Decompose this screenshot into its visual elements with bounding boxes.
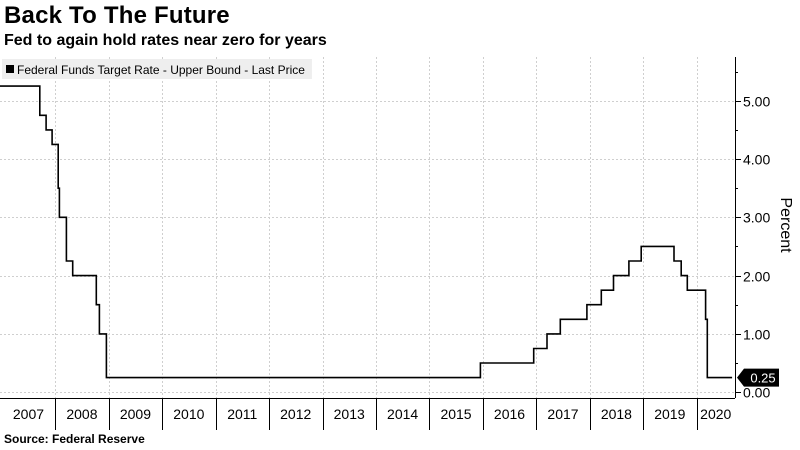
legend-swatch — [6, 65, 14, 73]
grid-lines — [0, 57, 735, 398]
y-tick-label: 0.00 — [743, 385, 770, 401]
x-tick-label: 2014 — [387, 406, 418, 422]
series-layer — [0, 85, 733, 379]
last-value-badge-shape — [737, 368, 779, 387]
x-axis-ticks: 2007 2008 2009 2010 2011 2012 2013 2014 2015 2016… — [13, 398, 732, 430]
y-tick-label: 2.00 — [743, 269, 770, 285]
x-tick-label: 2016 — [494, 406, 525, 422]
last-value-badge: 0.25 — [737, 368, 779, 387]
series-line — [0, 85, 733, 379]
legend: Federal Funds Target Rate - Upper Bound … — [2, 59, 312, 79]
legend-label: Federal Funds Target Rate - Upper Bound … — [17, 63, 305, 77]
x-tick-label: 2013 — [334, 406, 365, 422]
x-tick-label: 2015 — [440, 406, 471, 422]
x-tick-label: 2007 — [13, 406, 44, 422]
chart-subtitle: Fed to again hold rates near zero for ye… — [4, 32, 327, 49]
y-tick-label: 4.00 — [743, 152, 770, 168]
y-tick-label: 1.00 — [743, 327, 770, 343]
last-value-label: 0.25 — [750, 371, 775, 386]
x-tick-label: 2019 — [654, 406, 685, 422]
y-axis-ticks: 0.00 1.00 2.00 3.00 4.00 5.00 — [735, 72, 770, 401]
chart-title: Back To The Future — [4, 2, 230, 29]
x-tick-label: 2012 — [280, 406, 311, 422]
y-tick-label: 3.00 — [743, 210, 770, 226]
x-tick-label: 2018 — [601, 406, 632, 422]
x-tick-label: 2009 — [120, 406, 151, 422]
x-tick-label: 2011 — [227, 406, 257, 422]
y-tick-label: 5.00 — [743, 94, 770, 110]
x-tick-label: 2010 — [173, 406, 204, 422]
source-note: Source: Federal Reserve — [4, 432, 145, 446]
x-tick-label: 2020 — [700, 406, 731, 422]
x-tick-label: 2017 — [547, 406, 578, 422]
axes — [0, 57, 736, 399]
legend-background — [2, 59, 312, 79]
x-tick-label: 2008 — [66, 406, 97, 422]
y-axis-label: Percent — [777, 197, 794, 253]
